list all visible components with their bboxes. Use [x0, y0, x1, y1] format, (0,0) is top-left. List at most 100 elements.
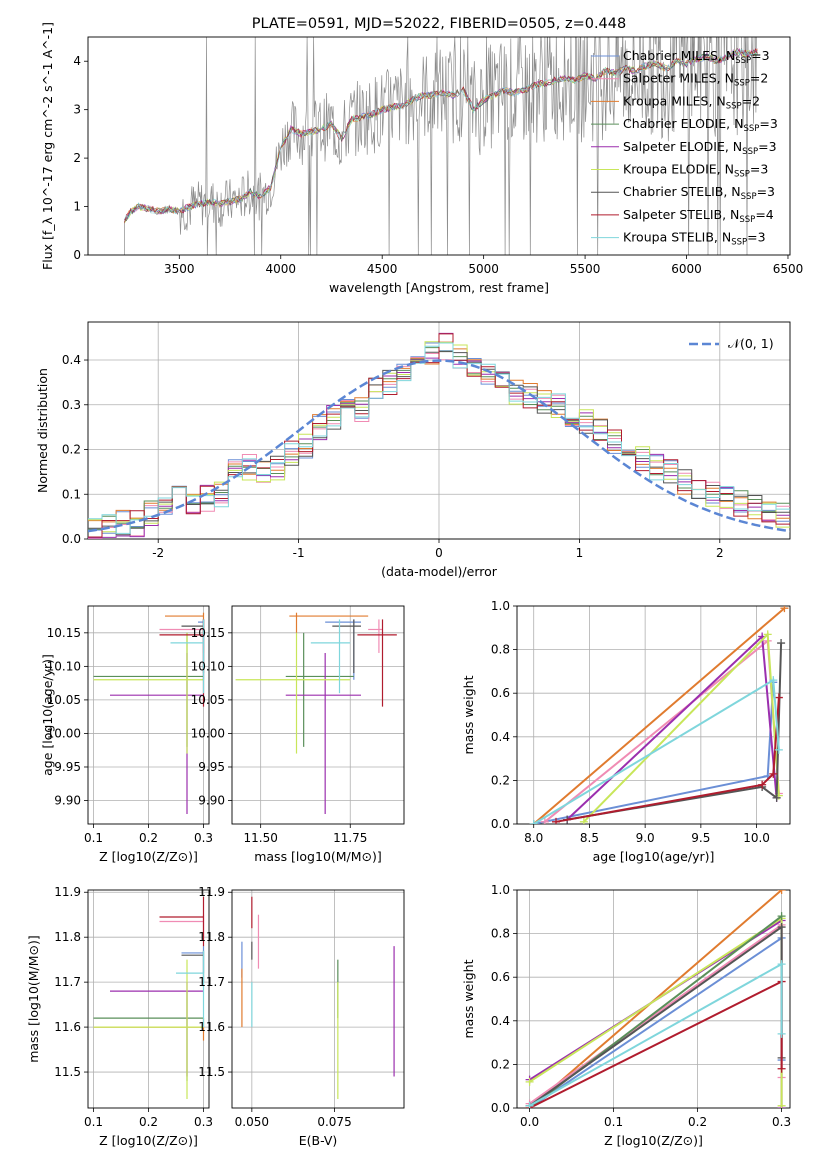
- weight-marker: [529, 820, 538, 824]
- legend-label: Salpeter STELIB, NSSP=4: [623, 207, 774, 225]
- x-tick-label: 0.3: [772, 1115, 791, 1129]
- y-axis-label: mass [log10(M/M⊙)]: [26, 935, 41, 1063]
- plot-frame: [231, 889, 405, 1109]
- weight-line: [533, 607, 786, 824]
- weight-marker: [774, 693, 783, 702]
- y-tick-label: 9.95: [54, 760, 81, 774]
- y-tick-label: 0.8: [491, 643, 510, 657]
- weight-line: [555, 697, 780, 823]
- mass-vs-EBV-axes: 0.050 0.075 11.5 11.6 11.7 11.8 11.9 E(B-V): [198, 885, 405, 1148]
- y-tick-label: 11.9: [54, 885, 81, 899]
- x-axis-label: (data-model)/error: [381, 564, 498, 579]
- plot-frame: [87, 36, 791, 256]
- y-axis-label: mass weight: [461, 675, 476, 754]
- weight-vs-Z-axes: 0.0 0.1 0.2 0.3 0.0 0.2 0.4 0.6 0.8 1.0 Z [log10(Z…: [461, 883, 791, 1148]
- y-tick-label: 11.7: [198, 975, 225, 989]
- x-tick-label: 0.1: [84, 831, 103, 845]
- weight-marker: [777, 639, 786, 648]
- x-tick-label: 1: [576, 546, 584, 560]
- legend-label: Salpeter MILES, NSSP=2: [623, 71, 768, 89]
- histogram-group: [88, 332, 790, 539]
- x-tick-label: 3500: [164, 262, 195, 276]
- x-tick-label: -1: [293, 546, 305, 560]
- y-tick-label: 0: [73, 248, 81, 262]
- y-tick-label: 4: [73, 54, 81, 68]
- weight-marker: [579, 817, 588, 824]
- legend-label: Kroupa ELODIE, NSSP=3: [623, 162, 768, 180]
- legend-label: 𝒩(0, 1): [728, 336, 774, 351]
- normal-curve: [88, 359, 790, 533]
- plot-frame: [231, 605, 405, 825]
- y-tick-label: 1.0: [491, 599, 510, 613]
- y-tick-label: 10.10: [47, 659, 81, 673]
- weight-vs-age-axes: 8.0 8.5 9.0 9.5 10.0 0.0 0.2 0.4 0.6 0.8 1.0 age [l…: [461, 599, 791, 864]
- y-tick-label: 2: [73, 151, 81, 165]
- y-tick-label: 11.6: [54, 1020, 81, 1034]
- y-tick-label: 0.2: [491, 773, 510, 787]
- model-spectrum-line: [124, 48, 758, 220]
- y-tick-label: 9.90: [54, 794, 81, 808]
- y-tick-label: 10.00: [191, 726, 225, 740]
- y-tick-label: 10.10: [191, 659, 225, 673]
- x-axis-label: Z [log10(Z/Z⊙)]: [604, 1133, 703, 1148]
- age-vs-mass-points: [235, 612, 397, 814]
- weight-marker: [769, 676, 778, 685]
- y-tick-label: 11.5: [54, 1065, 81, 1079]
- y-tick-label: 10.00: [47, 726, 81, 740]
- weight-line: [533, 678, 780, 824]
- y-tick-label: 10.05: [47, 693, 81, 707]
- mass-vs-Z-points: [93, 896, 205, 1100]
- y-tick-label: 10.15: [47, 626, 81, 640]
- weight-line: [529, 922, 783, 1105]
- x-tick-label: 0.2: [139, 831, 158, 845]
- x-tick-label: 8.5: [580, 831, 599, 845]
- x-axis-label: E(B-V): [299, 1133, 338, 1148]
- weight-marker: [777, 1029, 786, 1038]
- histogram-step-line: [88, 333, 790, 538]
- weight-line: [566, 643, 783, 821]
- x-axis-label: age [log10(age/yr)]: [593, 849, 715, 864]
- spectrum-legend: Chabrier MILES, NSSP=3 Salpeter MILES, NS…: [591, 48, 778, 248]
- legend-label: Salpeter ELODIE, NSSP=3: [623, 139, 777, 157]
- y-tick-label: 0.4: [491, 1014, 510, 1028]
- x-tick-label: 11.50: [243, 831, 277, 845]
- x-axis-label: Z [log10(Z/Z⊙)]: [99, 849, 198, 864]
- y-tick-label: 0.0: [62, 532, 81, 546]
- y-tick-label: 10.05: [191, 693, 225, 707]
- y-tick-label: 9.90: [198, 794, 225, 808]
- age-vs-Z-points: [93, 612, 205, 814]
- legend-label: Chabrier MILES, NSSP=3: [623, 48, 770, 66]
- age-vs-Z-axes: 0.1 0.2 0.3 9.90 9.95 10.00 10.05 10.10 10.15 Z […: [40, 605, 213, 864]
- histogram-step-line: [88, 342, 790, 534]
- chart-title: PLATE=0591, MJD=52022, FIBERID=0505, z=0…: [252, 16, 626, 32]
- spectrum-lines: [124, 37, 758, 255]
- x-tick-label: 0.050: [235, 1115, 269, 1129]
- weight-marker: [774, 745, 783, 754]
- mass-vs-EBV-points: [241, 896, 395, 1100]
- y-tick-label: 3: [73, 103, 81, 117]
- x-tick-label: 11.75: [333, 831, 367, 845]
- weight-marker: [777, 960, 786, 969]
- y-tick-label: 0.2: [491, 1057, 510, 1071]
- y-tick-label: 0.4: [491, 730, 510, 744]
- legend-label: Chabrier ELODIE, NSSP=3: [623, 116, 778, 134]
- y-tick-label: 11.9: [198, 885, 225, 899]
- x-axis-label: mass [log10(M/M⊙)]: [254, 849, 382, 864]
- x-axis-label: Z [log10(Z/Z⊙)]: [99, 1133, 198, 1148]
- weight-vs-age-lines: [529, 606, 789, 824]
- legend-label: Kroupa STELIB, NSSP=3: [623, 230, 766, 248]
- model-spectrum-line: [124, 48, 758, 222]
- y-tick-label: 0.3: [62, 398, 81, 412]
- weight-line: [529, 962, 783, 1107]
- weight-marker: [777, 890, 786, 894]
- x-tick-label: 5000: [468, 262, 499, 276]
- y-axis-label: mass weight: [461, 959, 476, 1038]
- plot-frame: [516, 889, 791, 1109]
- y-axis-label: age [log10(age/yr)]: [40, 654, 55, 776]
- y-tick-label: 0.2: [62, 443, 81, 457]
- weight-vs-Z-lines: [525, 890, 786, 1108]
- weight-line: [566, 634, 778, 821]
- x-tick-label: 2: [716, 546, 724, 560]
- y-tick-label: 1: [73, 200, 81, 214]
